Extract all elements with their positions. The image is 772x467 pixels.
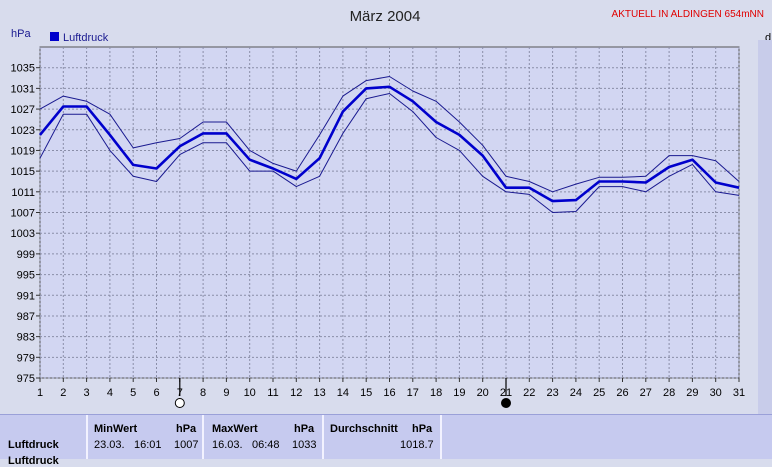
min-cell: MinWert hPa 23.03. 16:01 1007 [88,415,204,459]
avg-unit: hPa [412,423,433,435]
y-tick-label: 1023 [11,125,35,137]
min-time: 16:01 [134,439,162,451]
x-tick-label: 31 [733,387,745,399]
legend-label: Luftdruck [63,32,109,44]
statistics-table: Luftdruck Luftdruck MinWert hPa 23.03. 1… [0,414,772,467]
avg-value: 1018.7 [400,439,434,451]
x-tick-label: 4 [107,387,113,399]
x-tick-label: 18 [430,387,442,399]
y-tick-label: 1035 [11,63,35,75]
moon-phase-markers [174,378,511,408]
x-tick-label: 24 [570,387,582,399]
x-tick-label: 30 [710,387,722,399]
full-moon-icon [174,398,185,408]
y-tick-label: 1003 [11,228,35,240]
cut-row-label: Luftdruck [8,455,59,467]
y-axis-ticks: 975 979 983 987 991 995 999 1003 1007 1011 1015 101… [11,63,40,385]
x-tick-label: 14 [337,387,349,399]
min-date: 23.03. [94,439,125,451]
avg-cell: Durchschnitt hPa 1018.7 [324,415,442,459]
min-value: 1007 [174,439,199,451]
right-panel-strip [758,40,772,414]
pressure-chart: März 2004 AKTUELL IN ALDINGEN 654mNN hPa… [10,8,772,414]
x-tick-label: 6 [153,387,159,399]
x-tick-label: 23 [546,387,558,399]
x-tick-label: 1 [37,387,43,399]
x-tick-label: 15 [360,387,372,399]
x-tick-label: 19 [453,387,465,399]
x-tick-label: 9 [223,387,229,399]
series-line-min [39,93,740,213]
min-header: MinWert [94,423,138,435]
y-axis-unit: hPa [11,28,31,40]
x-tick-label: 29 [686,387,698,399]
station-label: AKTUELL IN ALDINGEN 654mNN [612,9,764,20]
y-tick-label: 987 [17,311,35,323]
x-axis-ticks: 1234567891011121314151617181920212223242… [37,378,745,399]
grid-lines [39,47,740,379]
max-time: 06:48 [252,439,280,451]
x-tick-label: 10 [244,387,256,399]
x-tick-label: 12 [290,387,302,399]
max-date: 16.03. [212,439,243,451]
y-tick-label: 991 [17,290,35,302]
y-tick-label: 1011 [11,187,35,199]
row-label: Luftdruck [8,439,59,451]
x-tick-label: 11 [267,387,278,399]
y-tick-label: 1027 [11,104,35,116]
y-tick-label: 1015 [11,166,35,178]
series-line-mean [38,85,740,203]
x-tick-label: 25 [593,387,605,399]
min-unit: hPa [176,423,197,435]
x-tick-label: 28 [663,387,675,399]
max-unit: hPa [294,423,315,435]
cut-off-label: d [765,32,771,44]
x-tick-label: 8 [200,387,206,399]
chart-title: März 2004 [350,8,421,25]
y-tick-label: 983 [17,332,35,344]
x-tick-label: 17 [407,387,419,399]
max-header: MaxWert [212,423,258,435]
new-moon-icon [501,398,511,408]
series-line-max [39,76,740,193]
legend-swatch [50,32,59,41]
x-tick-label: 2 [60,387,66,399]
x-tick-label: 20 [477,387,489,399]
x-tick-label: 22 [523,387,535,399]
y-tick-label: 975 [17,373,35,385]
y-tick-label: 1007 [11,208,35,220]
y-tick-label: 1019 [11,145,35,157]
max-cell: MaxWert hPa 16.03. 06:48 1033 [204,415,324,459]
y-tick-label: 979 [17,352,35,364]
x-tick-label: 5 [130,387,136,399]
y-tick-label: 999 [17,249,35,261]
x-tick-label: 3 [84,387,90,399]
max-value: 1033 [292,439,317,451]
x-tick-label: 16 [383,387,395,399]
x-tick-label: 13 [313,387,325,399]
y-tick-label: 995 [17,270,35,282]
avg-header: Durchschnitt [330,423,398,435]
row-label-cell: Luftdruck Luftdruck [0,415,88,467]
y-tick-label: 1031 [11,83,35,95]
series-lines [38,76,740,213]
x-tick-label: 26 [616,387,628,399]
x-tick-label: 27 [640,387,652,399]
